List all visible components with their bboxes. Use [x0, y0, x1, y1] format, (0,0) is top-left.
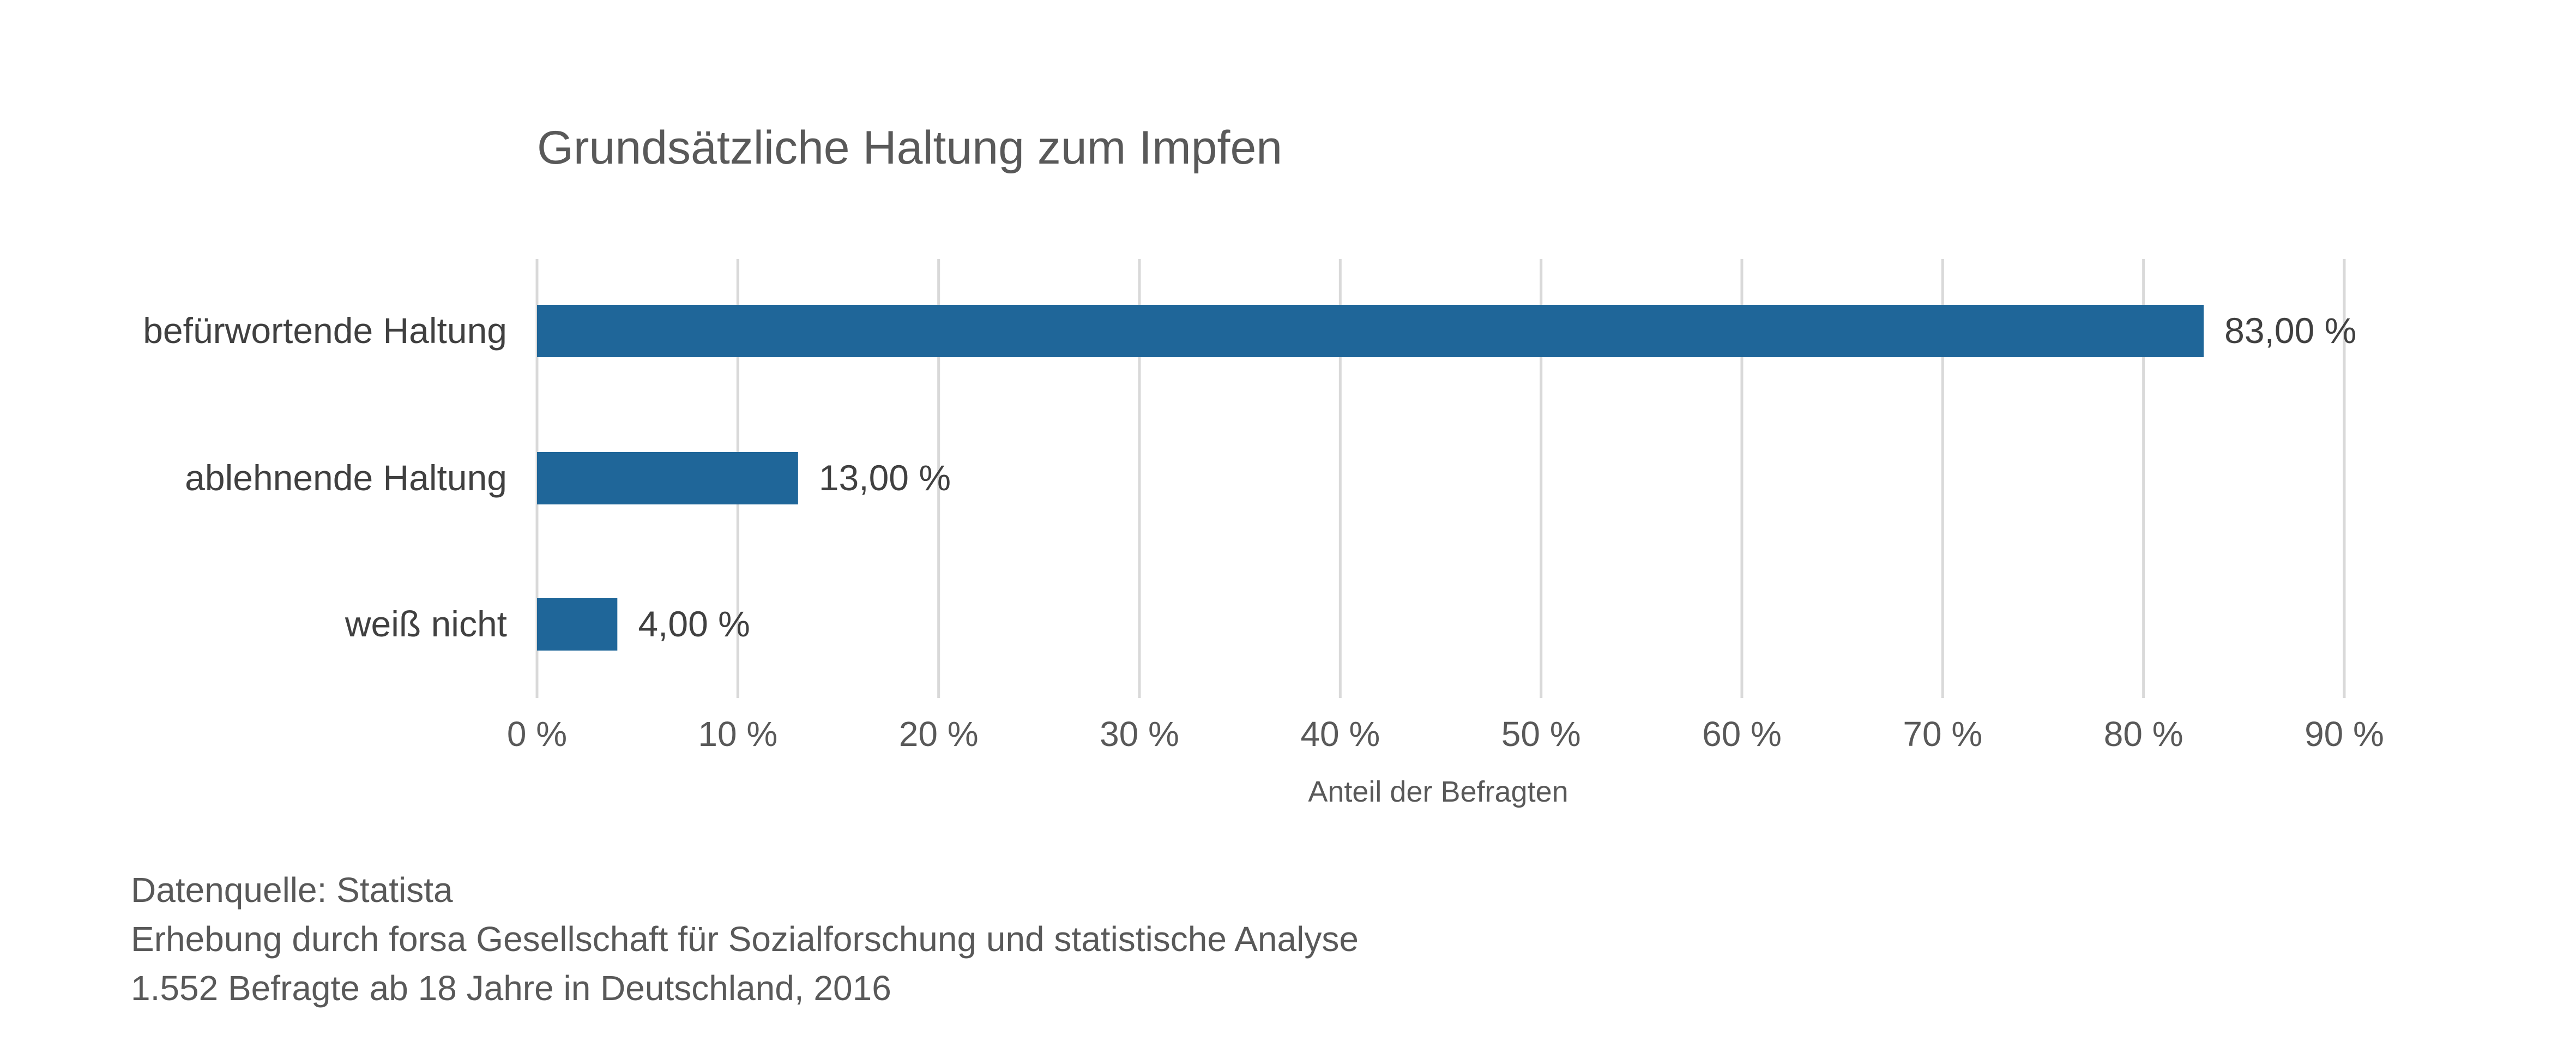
bar-value-label: 83,00 % [2224, 310, 2356, 351]
x-axis-tick-labels: 0 % 10 % 20 % 30 % 40 % 50 % 60 % 70 % 80 % 90 % [507, 714, 2384, 754]
x-tick-label: 40 % [1300, 714, 1380, 754]
category-label: weiß nicht [345, 604, 507, 644]
source-line-sample-info: 1.552 Befragte ab 18 Jahre in Deutschlan… [131, 968, 891, 1008]
chart-title: Grundsätzliche Haltung zum Impfen [537, 122, 1282, 174]
bar-value-label: 4,00 % [638, 604, 750, 644]
category-label: befürwortende Haltung [143, 310, 507, 351]
source-line-survey-institute: Erhebung durch forsa Gesellschaft für So… [131, 919, 1359, 959]
bars [537, 305, 2204, 651]
category-labels: befürwortende Haltung ablehnende Haltung w… [143, 310, 507, 644]
value-labels: 83,00 % 13,00 % 4,00 % [638, 310, 2356, 644]
x-tick-label: 20 % [899, 714, 979, 754]
bar [537, 305, 2204, 357]
x-tick-label: 60 % [1702, 714, 1782, 754]
x-tick-label: 70 % [1903, 714, 1982, 754]
x-axis-title: Anteil der Befragten [1308, 775, 1568, 808]
x-tick-label: 10 % [698, 714, 777, 754]
bar-value-label: 13,00 % [819, 458, 951, 498]
source-line-data-source: Datenquelle: Statista [131, 870, 453, 910]
bar [537, 598, 618, 651]
x-tick-label: 0 % [507, 714, 567, 754]
x-tick-label: 80 % [2104, 714, 2183, 754]
category-label: ablehnende Haltung [185, 458, 507, 498]
bar [537, 452, 798, 504]
x-tick-label: 50 % [1501, 714, 1581, 754]
x-tick-label: 30 % [1100, 714, 1179, 754]
x-tick-label: 90 % [2304, 714, 2384, 754]
